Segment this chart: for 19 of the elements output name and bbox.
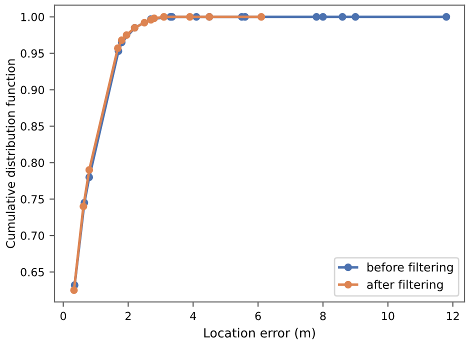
y-tick-label: 0.80 bbox=[20, 158, 44, 168]
x-tick-label: 2 bbox=[125, 312, 131, 320]
x-axis-title: Location error (m) bbox=[204, 328, 315, 340]
x-tick-label: 6 bbox=[255, 312, 261, 320]
y-tick-label: 1.00 bbox=[21, 12, 44, 22]
y-tick-label: 0.65 bbox=[20, 268, 44, 276]
x-tick-label: 0 bbox=[60, 312, 66, 320]
x-tick-label: 4 bbox=[190, 312, 196, 320]
x-tick-label: 8 bbox=[320, 312, 326, 320]
y-tick-label: 0.85 bbox=[20, 122, 44, 131]
y-tick-label: 0.70 bbox=[20, 232, 44, 240]
legend-label: after filtering bbox=[367, 280, 443, 292]
legend-label: before filtering bbox=[368, 262, 453, 274]
y-axis-title: Cumulative distribution function bbox=[6, 59, 15, 248]
x-tick-label: 12 bbox=[446, 312, 459, 320]
y-tick-label: 0.75 bbox=[20, 195, 44, 204]
x-tick-label: 10 bbox=[382, 312, 394, 320]
y-tick-label: 0.95 bbox=[20, 49, 44, 58]
y-tick-label: 0.90 bbox=[20, 86, 44, 94]
